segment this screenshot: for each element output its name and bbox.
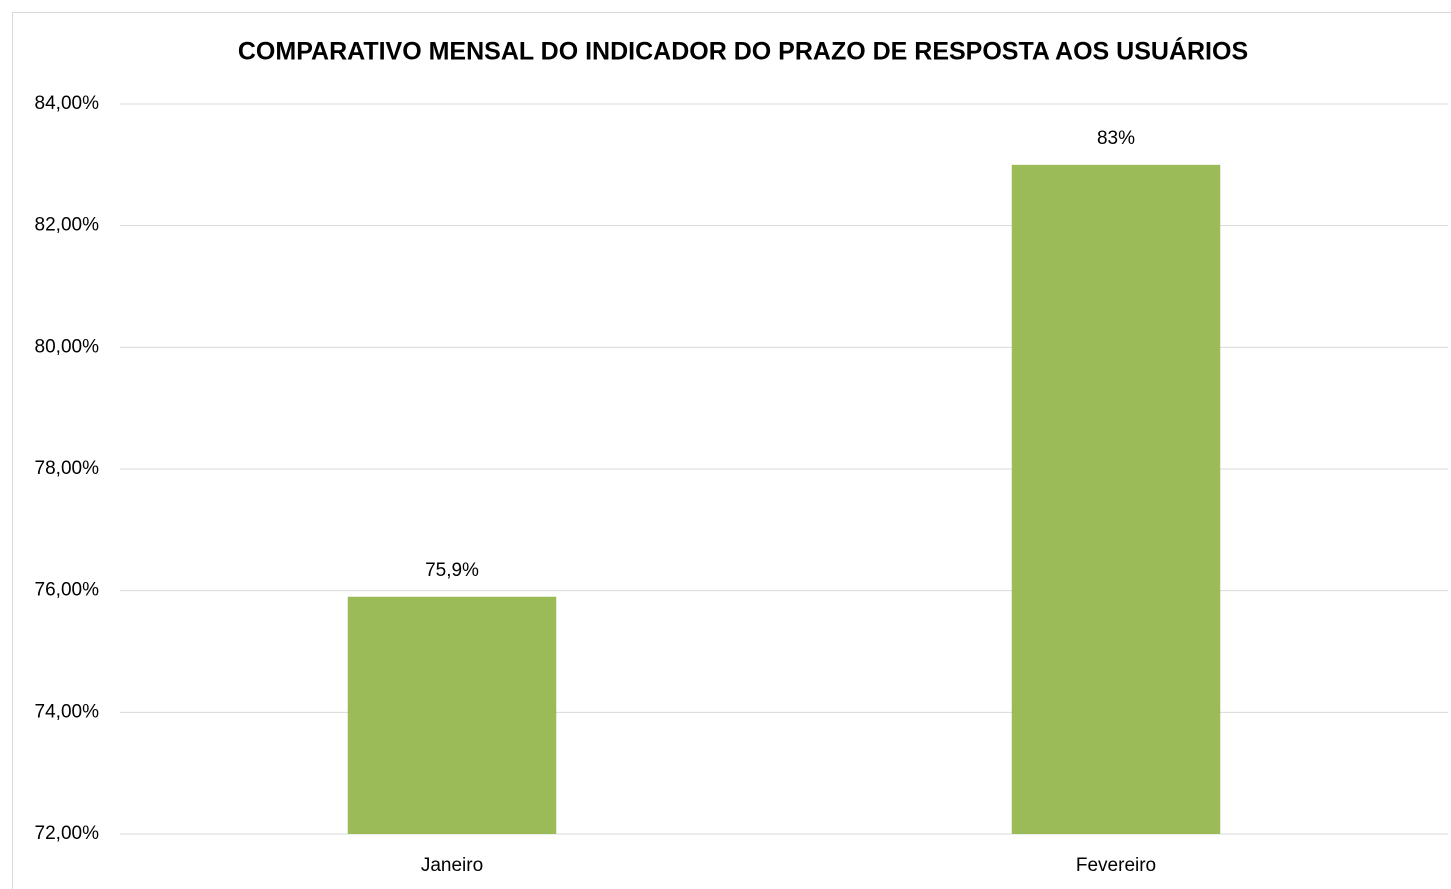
data-label: 75,9% — [425, 560, 479, 581]
y-tick-label: 82,00% — [35, 215, 100, 236]
bar — [1011, 164, 1221, 835]
bar — [347, 596, 557, 834]
data-label: 83% — [1097, 128, 1135, 149]
y-tick-label: 80,00% — [35, 336, 100, 357]
y-tick-label: 84,00% — [35, 93, 100, 114]
x-tick-label: Fevereiro — [1076, 855, 1156, 876]
chart-title: COMPARATIVO MENSAL DO INDICADOR DO PRAZO… — [238, 37, 1248, 66]
chart-border — [12, 12, 1451, 889]
y-tick-label: 78,00% — [35, 458, 100, 479]
x-tick-label: Janeiro — [421, 855, 483, 876]
y-tick-label: 76,00% — [35, 580, 100, 601]
y-tick-label: 72,00% — [35, 823, 100, 844]
y-tick-label: 74,00% — [35, 701, 100, 722]
